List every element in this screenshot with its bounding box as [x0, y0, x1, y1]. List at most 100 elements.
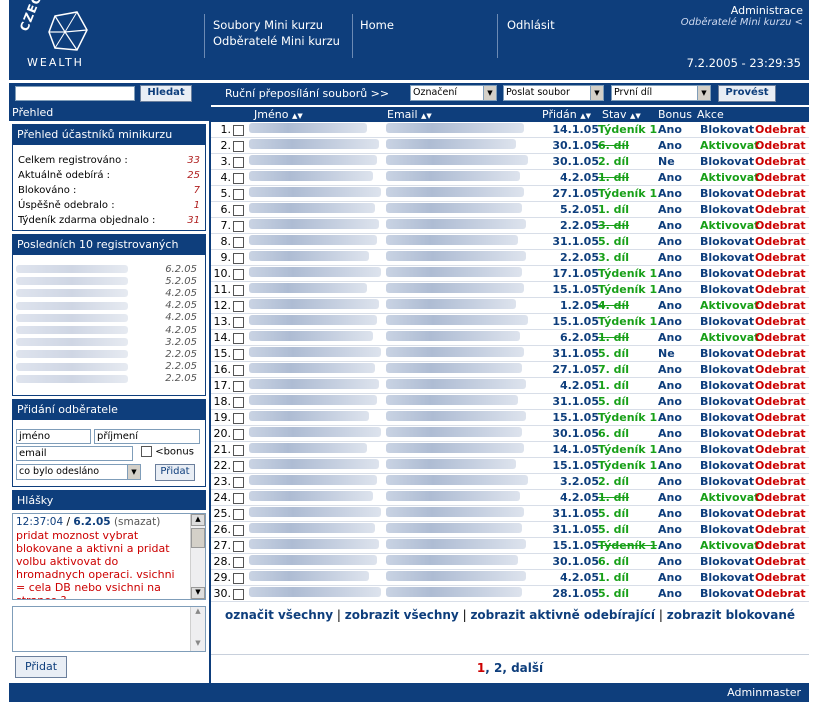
registered-item[interactable]: 2.2.05 [13, 373, 205, 385]
message-delete-link[interactable]: (smazat) [113, 516, 161, 528]
block-link[interactable]: Blokovat [700, 347, 755, 360]
remove-link[interactable]: Odebrat [755, 379, 806, 392]
registered-item[interactable]: 5.2.05 [13, 275, 205, 287]
registered-item[interactable]: 2.2.05 [13, 348, 205, 360]
add-message-button[interactable]: Přidat [15, 656, 67, 678]
registered-item[interactable]: 4.2.05 [13, 324, 205, 336]
activate-link[interactable]: Aktivovat [700, 299, 760, 312]
registered-item[interactable]: 6.2.05 [13, 263, 205, 275]
first-name-input[interactable]: jméno [16, 429, 91, 444]
block-link[interactable]: Blokovat [700, 235, 755, 248]
block-link[interactable]: Blokovat [700, 203, 755, 216]
block-link[interactable]: Blokovat [700, 427, 755, 440]
bonus-checkbox[interactable] [141, 446, 152, 457]
message-textarea[interactable]: ▲ ▼ [12, 606, 206, 652]
remove-link[interactable]: Odebrat [755, 411, 806, 424]
execute-button[interactable]: Provést [718, 85, 776, 102]
scroll-up-icon[interactable]: ▲ [195, 607, 201, 615]
registered-item[interactable]: 4.2.05 [13, 300, 205, 312]
remove-link[interactable]: Odebrat [755, 363, 806, 376]
search-input[interactable] [15, 86, 135, 101]
registered-item[interactable]: 4.2.05 [13, 287, 205, 299]
block-link[interactable]: Blokovat [700, 267, 755, 280]
nav-subscribers-link[interactable]: Odběratelé Mini kurzu [213, 34, 340, 48]
nav-files-link[interactable]: Soubory Mini kurzu [213, 18, 324, 32]
last-name-input[interactable]: příjmení [94, 429, 200, 444]
remove-link[interactable]: Odebrat [755, 459, 806, 472]
remove-link[interactable]: Odebrat [755, 443, 806, 456]
remove-link[interactable]: Odebrat [755, 171, 806, 184]
block-link[interactable]: Blokovat [700, 315, 755, 328]
nav-home-link[interactable]: Home [360, 18, 394, 32]
block-link[interactable]: Blokovat [700, 411, 755, 424]
remove-link[interactable]: Odebrat [755, 571, 806, 584]
col-name[interactable]: Jméno ▲▼ [254, 108, 303, 121]
remove-link[interactable]: Odebrat [755, 283, 806, 296]
remove-link[interactable]: Odebrat [755, 475, 806, 488]
messages-list[interactable]: 12:37:04 / 6.2.05 (smazat) pridat moznos… [12, 513, 206, 600]
block-link[interactable]: Blokovat [700, 155, 755, 168]
add-subscriber-button[interactable]: Přidat [155, 464, 195, 481]
remove-link[interactable]: Odebrat [755, 187, 806, 200]
activate-link[interactable]: Aktivovat [700, 219, 760, 232]
email-input[interactable]: email [16, 446, 133, 461]
remove-link[interactable]: Odebrat [755, 267, 806, 280]
col-added[interactable]: Přidán ▲▼ [542, 108, 591, 121]
remove-link[interactable]: Odebrat [755, 219, 806, 232]
scroll-down-icon[interactable]: ▼ [191, 587, 205, 599]
remove-link[interactable]: Odebrat [755, 251, 806, 264]
remove-link[interactable]: Odebrat [755, 555, 806, 568]
remove-link[interactable]: Odebrat [755, 235, 806, 248]
block-link[interactable]: Blokovat [700, 363, 755, 376]
remove-link[interactable]: Odebrat [755, 203, 806, 216]
registered-item[interactable]: 4.2.05 [13, 312, 205, 324]
send-file-select[interactable]: Poslat soubor ▼ [503, 85, 604, 101]
block-link[interactable]: Blokovat [700, 475, 755, 488]
col-state[interactable]: Stav ▲▼ [602, 108, 641, 121]
activate-link[interactable]: Aktivovat [700, 539, 760, 552]
select-all-link[interactable]: označit všechny [224, 608, 334, 622]
block-link[interactable]: Blokovat [700, 395, 755, 408]
remove-link[interactable]: Odebrat [755, 587, 806, 600]
show-all-link[interactable]: zobrazit všechny [344, 608, 459, 622]
remove-link[interactable]: Odebrat [755, 523, 806, 536]
scroll-down-icon[interactable]: ▼ [195, 639, 201, 647]
col-email[interactable]: Email ▲▼ [387, 108, 432, 121]
block-link[interactable]: Blokovat [700, 283, 755, 296]
remove-link[interactable]: Odebrat [755, 155, 806, 168]
remove-link[interactable]: Odebrat [755, 427, 806, 440]
admin-breadcrumb[interactable]: Odběratelé Mini kurzu < [680, 17, 803, 28]
sent-select[interactable]: co bylo odesláno ▼ [16, 464, 141, 480]
remove-link[interactable]: Odebrat [755, 395, 806, 408]
block-link[interactable]: Blokovat [700, 187, 755, 200]
registered-item[interactable]: 2.2.05 [13, 361, 205, 373]
activate-link[interactable]: Aktivovat [700, 171, 760, 184]
show-active-link[interactable]: zobrazit aktivně odebírající [470, 608, 656, 622]
block-link[interactable]: Blokovat [700, 443, 755, 456]
registered-item[interactable]: 3.2.05 [13, 336, 205, 348]
remove-link[interactable]: Odebrat [755, 139, 806, 152]
activate-link[interactable]: Aktivovat [700, 331, 760, 344]
nav-logout-link[interactable]: Odhlásit [507, 18, 555, 32]
remove-link[interactable]: Odebrat [755, 331, 806, 344]
bonus-checkbox-wrap[interactable]: <bonus [141, 446, 194, 458]
block-link[interactable]: Blokovat [700, 379, 755, 392]
activate-link[interactable]: Aktivovat [700, 491, 760, 504]
page-2-link[interactable]: 2 [493, 661, 503, 675]
marking-select[interactable]: Označení ▼ [410, 85, 497, 101]
block-link[interactable]: Blokovat [700, 523, 755, 536]
search-button[interactable]: Hledat [140, 85, 192, 102]
messages-scrollbar[interactable]: ▲ ▼ [190, 514, 205, 599]
remove-link[interactable]: Odebrat [755, 347, 806, 360]
block-link[interactable]: Blokovat [700, 587, 755, 600]
remove-link[interactable]: Odebrat [755, 123, 806, 136]
block-link[interactable]: Blokovat [700, 251, 755, 264]
remove-link[interactable]: Odebrat [755, 315, 806, 328]
remove-link[interactable]: Odebrat [755, 507, 806, 520]
remove-link[interactable]: Odebrat [755, 491, 806, 504]
block-link[interactable]: Blokovat [700, 507, 755, 520]
block-link[interactable]: Blokovat [700, 571, 755, 584]
block-link[interactable]: Blokovat [700, 123, 755, 136]
block-link[interactable]: Blokovat [700, 555, 755, 568]
next-page-link[interactable]: další [511, 661, 544, 675]
